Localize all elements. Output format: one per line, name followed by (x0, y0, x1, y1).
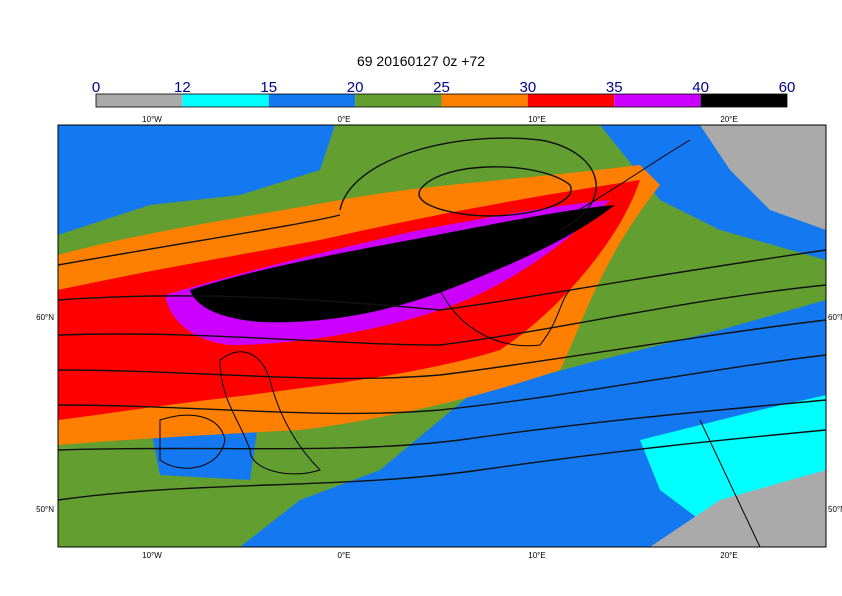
lon-label: 0°E (338, 115, 351, 124)
contour (58, 284, 826, 346)
coastline (219, 351, 321, 475)
field-area (650, 470, 826, 547)
colorbar-segment (96, 94, 183, 107)
field-area (190, 205, 615, 323)
colorbar-segment (527, 94, 615, 107)
colorbar-frame (95, 93, 788, 108)
colorbar-label: 35 (606, 79, 623, 96)
contour (58, 429, 826, 501)
contour (339, 137, 597, 231)
coastline (159, 414, 226, 469)
colorbar-segment (700, 94, 787, 107)
axes: 10°W 10°W 0°E 0°E 10°E 10°E 20°E 20°E 60°N 60°N 50… (36, 115, 842, 560)
contour (58, 354, 826, 415)
colorbar-segment (355, 94, 442, 107)
colorbar-label: 0 (92, 79, 100, 96)
lon-label: 20°E (720, 115, 737, 124)
coastline (439, 139, 691, 347)
colorbar-label: 25 (433, 79, 450, 96)
coastline (699, 419, 761, 547)
lon-label: 10°E (528, 551, 545, 560)
colorbar-segment (614, 94, 701, 107)
colorbar-label: 30 (520, 79, 537, 96)
title: 69 20160127 0z +72 (357, 53, 485, 69)
colorbar-label: 12 (174, 79, 191, 96)
lat-label: 50°N (36, 505, 54, 514)
map-frame (57, 124, 827, 548)
colorbar: 0 12 15 20 25 30 35 40 60 (92, 79, 796, 108)
colorbar-segment (268, 94, 356, 107)
colorbar-label: 20 (347, 79, 364, 96)
contour (58, 249, 826, 311)
lon-label: 10°W (142, 551, 162, 560)
field-area (58, 125, 335, 235)
colorbar-label: 40 (692, 79, 709, 96)
lon-label: 0°E (338, 551, 351, 560)
colorbar-label: 60 (779, 79, 796, 96)
contour (58, 214, 341, 266)
colorbar-segment (441, 94, 528, 107)
lon-label: 10°E (528, 115, 545, 124)
lat-label: 60°N (36, 313, 54, 322)
field-area (700, 125, 826, 230)
colorbar-segment (182, 94, 269, 107)
colorbar-label: 15 (260, 79, 277, 96)
lat-label: 60°N (828, 313, 842, 322)
map (58, 125, 826, 547)
contour (58, 399, 826, 451)
contour (418, 166, 572, 217)
lon-label: 10°W (142, 115, 162, 124)
lat-label: 50°N (828, 505, 842, 514)
contour (58, 319, 826, 380)
lon-label: 20°E (720, 551, 737, 560)
